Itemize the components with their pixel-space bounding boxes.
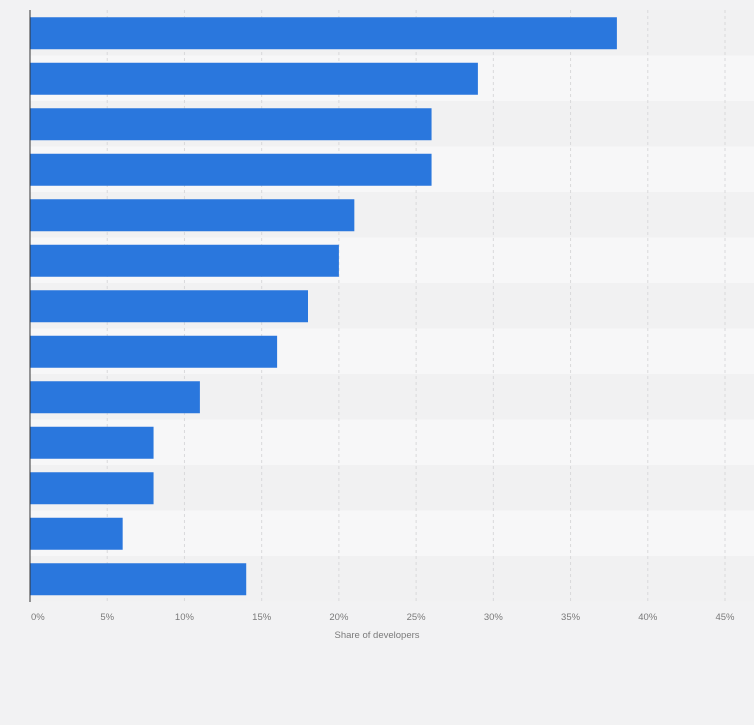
- bar: [30, 108, 432, 141]
- x-tick-label: 35%: [561, 612, 581, 623]
- row-band: [30, 510, 754, 556]
- bar: [30, 381, 200, 414]
- x-tick-label: 25%: [407, 612, 427, 623]
- x-tick-labels: 0% 5% 10% 15% 20% 25% 30% 35% 40% 45%: [31, 612, 735, 623]
- bar: [30, 335, 278, 368]
- bar: [30, 472, 154, 505]
- x-tick-label: 20%: [329, 612, 349, 623]
- x-tick-label: 45%: [715, 612, 735, 623]
- x-tick-label: 40%: [638, 612, 658, 623]
- bar: [30, 199, 355, 232]
- x-tick-label: 10%: [175, 612, 195, 623]
- bar: [30, 426, 154, 459]
- x-axis-label: Share of developers: [334, 630, 419, 641]
- bar: [30, 517, 123, 550]
- bar: [30, 563, 247, 596]
- x-tick-label: 5%: [100, 612, 114, 623]
- x-tick-label: 0%: [31, 612, 45, 623]
- x-tick-label: 30%: [484, 612, 504, 623]
- bar: [30, 244, 339, 277]
- x-tick-label: 15%: [252, 612, 272, 623]
- bar: [30, 62, 478, 95]
- bars: [30, 17, 617, 596]
- bar: [30, 153, 432, 186]
- bar: [30, 290, 308, 323]
- bar: [30, 17, 617, 50]
